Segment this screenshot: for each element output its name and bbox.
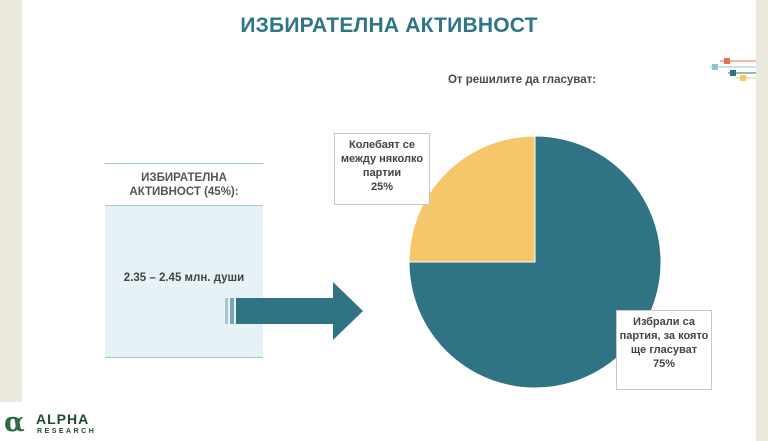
turnout-panel: ИЗБИРАТЕЛНА АКТИВНОСТ (45%): 2.35 – 2.45… [105, 163, 263, 358]
arrow-right-icon [225, 282, 363, 340]
slice-value-decided: 75% [652, 358, 676, 370]
turnout-label: ИЗБИРАТЕЛНА АКТИВНОСТ (45%): [105, 164, 263, 206]
callout-decided: Избрали са партия, за която ще гласуват … [616, 310, 712, 390]
chart-subtitle: От решилите да гласуват: [447, 74, 597, 86]
slice-label-decided: Избрали са партия, за която ще гласуват [619, 316, 709, 356]
logo-name: ALPHA [36, 411, 90, 427]
decorative-squares-icon [710, 58, 756, 81]
pie-slice-undecided [408, 135, 536, 263]
slice-label-undecided: Колебаят се между няколко партии [340, 139, 424, 179]
alpha-logo-icon: α [4, 407, 25, 438]
logo-subtitle: RESEARCH [37, 428, 97, 435]
turnout-value: 2.35 – 2.45 млн. души [123, 272, 245, 284]
slice-value-undecided: 25% [370, 181, 394, 193]
slide: ИЗБИРАТЕЛНА АКТИВНОСТ От решилите да гла… [22, 0, 756, 441]
callout-undecided: Колебаят се между няколко партии 25% [334, 133, 430, 205]
alpha-research-logo: α ALPHA RESEARCH [0, 402, 122, 441]
slide-title: ИЗБИРАТЕЛНА АКТИВНОСТ [240, 14, 538, 37]
